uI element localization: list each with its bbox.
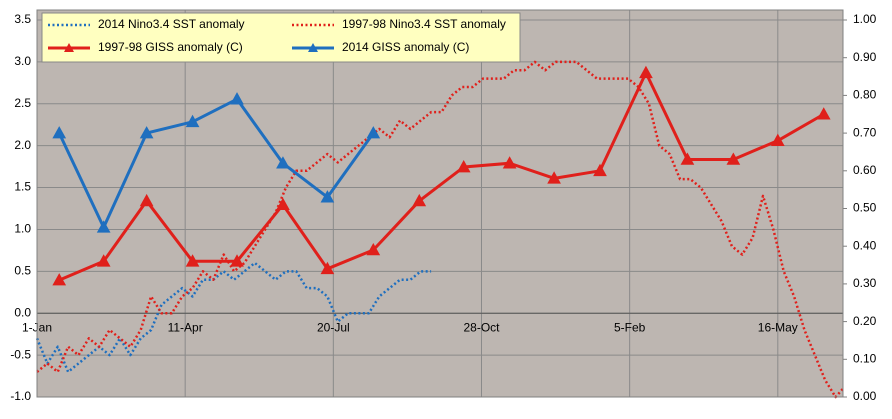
x-tick-label: 11-Apr <box>168 320 203 334</box>
plot-area <box>37 10 843 397</box>
marker <box>366 126 381 139</box>
y-tick-label: 0.0 <box>14 305 31 319</box>
y-tick-label: 1.0 <box>14 222 31 236</box>
marker <box>230 254 244 267</box>
marker <box>139 193 154 207</box>
y-tick-label: 2.0 <box>14 138 31 152</box>
marker <box>366 242 381 256</box>
marker <box>320 190 335 203</box>
y2-tick-label: 1.00 <box>853 12 877 26</box>
marker <box>639 65 653 79</box>
marker <box>139 126 154 139</box>
series-line <box>58 71 825 282</box>
y-tick-label: -1.0 <box>10 389 31 403</box>
marker <box>680 152 695 165</box>
marker <box>726 152 741 165</box>
y-tick-label: 2.5 <box>14 96 31 110</box>
y2-tick-label: 0.10 <box>853 351 877 365</box>
series-line <box>36 60 844 399</box>
marker <box>502 156 517 169</box>
marker <box>96 220 111 233</box>
plot-border <box>36 9 844 398</box>
marker <box>320 261 335 275</box>
marker <box>547 171 561 184</box>
y-tick-label: 0.5 <box>14 264 31 278</box>
x-tick-label: 16-May <box>758 320 798 334</box>
y2-tick-label: 0.30 <box>853 276 877 290</box>
legend-marker <box>308 43 318 52</box>
y2-tick-label: 0.60 <box>853 163 877 177</box>
y-tick-label: 3.5 <box>14 12 31 26</box>
y-tick-label: -0.5 <box>10 347 31 361</box>
marker <box>185 254 200 267</box>
x-tick-label: 5-Feb <box>614 320 646 334</box>
series-line <box>57 97 375 229</box>
legend-label: 2014 GISS anomaly (C) <box>342 40 469 54</box>
series-line <box>35 261 432 374</box>
axis-labels: -1.0 -0.5 0.0 0.5 1.0 1.5 2.0 2.5 3.0 3.5 0.00 0.10… <box>10 12 876 403</box>
y-tick-label: 1.5 <box>14 180 31 194</box>
y-tick-label: 3.0 <box>14 54 31 68</box>
marker <box>456 160 471 173</box>
marker <box>276 156 290 169</box>
y2-tick-label: 0.40 <box>853 238 877 252</box>
legend-label: 1997-98 GISS anomaly (C) <box>98 40 243 54</box>
y2-tick-label: 0.00 <box>853 389 877 403</box>
y2-tick-label: 0.50 <box>853 201 877 215</box>
marker <box>276 197 290 211</box>
x-tick-label: 28-Oct <box>463 320 500 334</box>
legend-label: 1997-98 Nino3.4 SST anomaly <box>342 17 506 31</box>
marker <box>52 273 67 286</box>
marker <box>412 193 427 207</box>
marker <box>96 254 111 267</box>
legend: 2014 Nino3.4 SST anomaly 1997-98 Nino3.4 … <box>41 12 521 63</box>
y2-tick-label: 0.80 <box>853 88 877 102</box>
marker <box>185 114 200 128</box>
marker <box>770 133 785 146</box>
y2-tick-label: 0.70 <box>853 125 877 139</box>
y2-tick-label: 0.20 <box>853 314 877 328</box>
legend-label: 2014 Nino3.4 SST anomaly <box>98 17 245 31</box>
legend-marker <box>64 43 74 52</box>
marker <box>52 126 67 139</box>
marker <box>816 107 831 120</box>
marker <box>593 163 607 177</box>
x-tick-label: 20-Jul <box>317 320 350 334</box>
series-layer <box>35 60 844 399</box>
marker <box>230 92 244 105</box>
legend-box <box>41 12 521 63</box>
y2-tick-label: 0.90 <box>853 50 877 64</box>
